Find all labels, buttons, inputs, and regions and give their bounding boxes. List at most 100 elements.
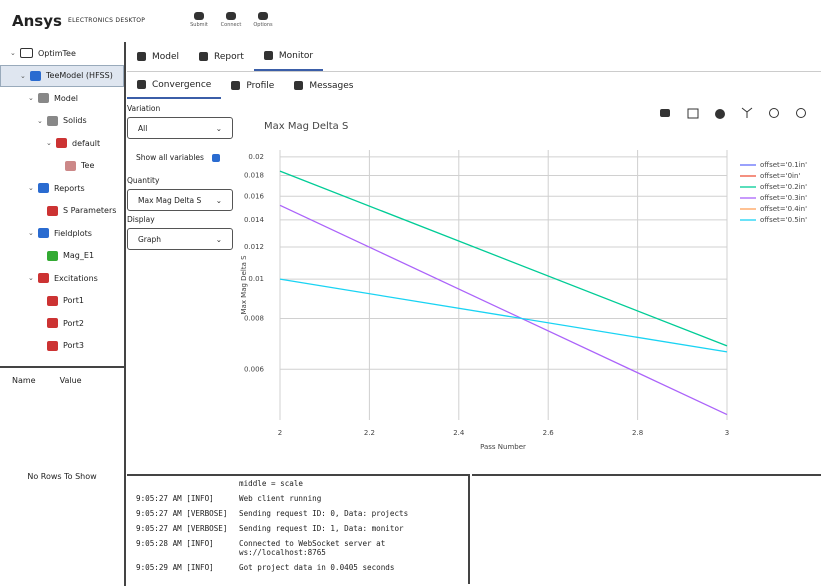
show-all-checkbox[interactable]: Show all variables <box>136 153 237 162</box>
tree-icon <box>38 93 49 104</box>
display-select[interactable]: Graph ⌄ <box>127 228 233 250</box>
tree-node[interactable]: Mag_E1 <box>0 245 124 268</box>
tree-node[interactable]: Port1 <box>0 290 124 313</box>
chevron: ⌄ <box>37 116 43 125</box>
tree-node[interactable]: ⌄ Fieldplots <box>0 222 124 245</box>
checkbox[interactable] <box>211 153 220 162</box>
tool-button[interactable]: Options <box>247 12 279 28</box>
tree-icon <box>38 228 49 239</box>
legend-label: offset='0.1in' <box>760 161 807 169</box>
subtab-icon <box>294 81 304 90</box>
legend-label: offset='0.5in' <box>760 216 807 224</box>
console-line: middle = scale <box>136 479 468 488</box>
tree-icon <box>38 183 49 194</box>
zoom-out-button[interactable] <box>796 108 806 118</box>
console-line: 9:05:28 AM [INFO] Connected to WebSocket … <box>136 539 468 557</box>
chart-title: Max Mag Delta S <box>264 121 348 132</box>
legend-label: offset='0in' <box>760 172 800 180</box>
console-prefix: 9:05:27 AM [INFO] <box>136 494 214 503</box>
y-tick-label: 0.006 <box>244 365 265 373</box>
tree-label: Fieldplots <box>54 228 92 238</box>
toolbar[interactable] <box>660 107 806 119</box>
console-line: 9:05:29 AM [INFO] Got project data in 0.0… <box>136 563 468 572</box>
console-prefix: 9:05:27 AM [VERBOSE] <box>136 524 228 533</box>
tree-node[interactable]: Port3 <box>0 335 124 358</box>
console-prefix <box>136 479 239 488</box>
tree-node[interactable]: ⌄ default <box>0 132 124 155</box>
y-tick-label: 0.01 <box>248 275 264 283</box>
chevron: ⌄ <box>215 234 222 244</box>
chevron: ⌄ <box>10 49 16 58</box>
chevron: ⌄ <box>28 274 34 283</box>
tab-icon <box>199 52 209 61</box>
x-tick-label: 2.6 <box>543 429 555 437</box>
tree-node[interactable]: Port2 <box>0 312 124 335</box>
axes-button[interactable] <box>741 107 753 118</box>
y-axis-label: Max Mag Delta S <box>240 255 248 315</box>
tree-node[interactable]: ⌄ Reports <box>0 177 124 200</box>
tree-icon <box>65 160 76 171</box>
tree-icon <box>47 340 58 351</box>
series-line <box>279 204 728 416</box>
console-message: Sending request ID: 0, Data: projects <box>239 509 409 518</box>
tree-icon <box>47 250 58 261</box>
tool-button[interactable]: Connect <box>215 12 247 28</box>
series-line <box>279 278 728 353</box>
chevron: ⌄ <box>46 139 52 148</box>
camera-button[interactable] <box>660 109 670 117</box>
column-header: Value <box>59 376 82 385</box>
select-value: All <box>138 123 148 133</box>
tree-label: Model <box>54 93 79 103</box>
subtab[interactable]: Messages <box>284 72 363 99</box>
series-line <box>279 170 728 347</box>
tree-label: Reports <box>54 183 85 193</box>
subtab-label: Messages <box>309 80 354 91</box>
tree-node[interactable]: S Parameters <box>0 200 124 223</box>
tree-label: Solids <box>63 116 87 126</box>
tree-icon <box>47 318 58 329</box>
console-message: Connected to WebSocket server at ws://lo… <box>239 539 386 557</box>
tree-node[interactable]: ⌄ TeeModel (HFSS) <box>0 64 124 87</box>
tree-label: Tee <box>81 161 95 171</box>
subtab[interactable]: Profile <box>221 72 284 99</box>
tree-icon <box>47 295 58 306</box>
tree-label: S Parameters <box>63 206 117 216</box>
field-label: Variation <box>127 104 161 113</box>
variation-select[interactable]: All ⌄ <box>127 117 233 139</box>
tree-node[interactable]: Tee <box>0 155 124 178</box>
y-tick-label: 0.016 <box>244 192 265 200</box>
y-tick-label: 0.012 <box>244 243 264 251</box>
tool-label: Connect <box>220 22 242 28</box>
controls: Variation All ⌄ Show all variables Quanti… <box>127 100 237 250</box>
chevron: ⌄ <box>28 94 34 103</box>
tree-icon <box>38 273 49 284</box>
chevron: ⌄ <box>20 71 26 80</box>
tab[interactable]: Monitor <box>253 42 324 71</box>
subtab-label: Profile <box>246 80 275 91</box>
pan-button[interactable] <box>715 109 725 119</box>
tool-button[interactable]: Submit <box>183 12 215 28</box>
top-bar: Ansys ELECTRONICS DESKTOP Submit Connect O… <box>0 0 821 42</box>
tree-node[interactable]: ⌄ OptimTee <box>0 42 124 65</box>
tab-icon <box>263 51 273 60</box>
console: middle = scale 9:05:27 AM [INFO] Web clien… <box>127 474 470 584</box>
x-tick-label: 2.8 <box>632 429 643 437</box>
tab[interactable]: Model <box>127 42 189 71</box>
field-label: Display <box>127 215 155 224</box>
tree-node[interactable]: ⌄ Solids <box>0 110 124 133</box>
focus-button[interactable] <box>687 108 699 119</box>
legend-label: offset='0.3in' <box>760 194 807 202</box>
zoom-in-button[interactable] <box>769 108 779 118</box>
console-message: Sending request ID: 1, Data: monitor <box>239 524 404 533</box>
console-line: 9:05:27 AM [VERBOSE] Sending request ID: … <box>136 509 468 518</box>
subtab[interactable]: Convergence <box>127 72 222 99</box>
tree-node[interactable]: ⌄ Excitations <box>0 267 124 290</box>
console-message: middle = scale <box>239 479 304 488</box>
tree-node[interactable]: ⌄ Model <box>0 87 124 110</box>
checkbox-label: Show all variables <box>136 153 204 162</box>
tab[interactable]: Report <box>189 42 254 71</box>
quantity-select[interactable]: Max Mag Delta S ⌄ <box>127 189 233 211</box>
x-tick-label: 2.2 <box>364 429 375 437</box>
subtab-label: Convergence <box>152 79 212 90</box>
empty-pane <box>472 474 821 586</box>
